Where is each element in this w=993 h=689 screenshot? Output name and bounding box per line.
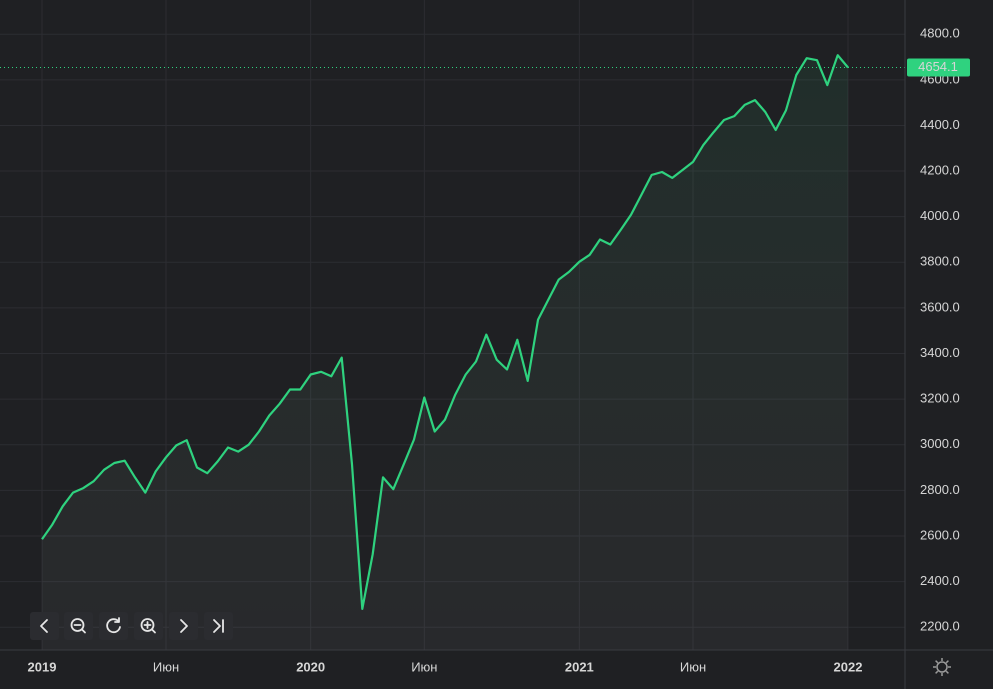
- reset-button[interactable]: [99, 612, 128, 640]
- plot: [0, 54, 905, 650]
- x-tick-label: 2021: [565, 659, 594, 674]
- x-tick-label: Июн: [680, 659, 706, 674]
- y-tick-label: 3000.0: [920, 436, 960, 451]
- y-tick-label: 2400.0: [920, 573, 960, 588]
- y-tick-label: 4400.0: [920, 117, 960, 132]
- x-tick-label: 2019: [28, 659, 57, 674]
- x-tick-label: Июн: [153, 659, 179, 674]
- labels: 2200.0 2400.0 2600.0 2800.0 3000.0 3200.0 3400…: [28, 26, 970, 674]
- scroll-right-button[interactable]: [169, 612, 198, 640]
- y-tick-label: 4200.0: [920, 162, 960, 177]
- y-tick-label: 4800.0: [920, 26, 960, 41]
- y-tick-label: 3800.0: [920, 254, 960, 269]
- scroll-left-button[interactable]: [30, 612, 59, 640]
- y-tick-label: 3200.0: [920, 391, 960, 406]
- y-tick-label: 2800.0: [920, 482, 960, 497]
- price-label: 4654.1: [918, 59, 958, 74]
- x-tick-label: 2020: [296, 659, 325, 674]
- y-tick-label: 3400.0: [920, 345, 960, 360]
- y-tick-label: 2600.0: [920, 527, 960, 542]
- settings-button[interactable]: [933, 658, 951, 676]
- line: [41, 54, 849, 610]
- y-tick-label: 2200.0: [920, 619, 960, 634]
- area: [42, 55, 848, 650]
- go-to-end-button[interactable]: [204, 612, 233, 640]
- x-tick-label: Июн: [411, 659, 437, 674]
- zoom-in-button[interactable]: [134, 612, 163, 640]
- zoom-out-button[interactable]: [64, 612, 93, 640]
- y-tick-label: 4000.0: [920, 208, 960, 223]
- y-tick-label: 3600.0: [920, 299, 960, 314]
- x-tick-label: 2022: [834, 659, 863, 674]
- price-label-bg: [907, 58, 970, 77]
